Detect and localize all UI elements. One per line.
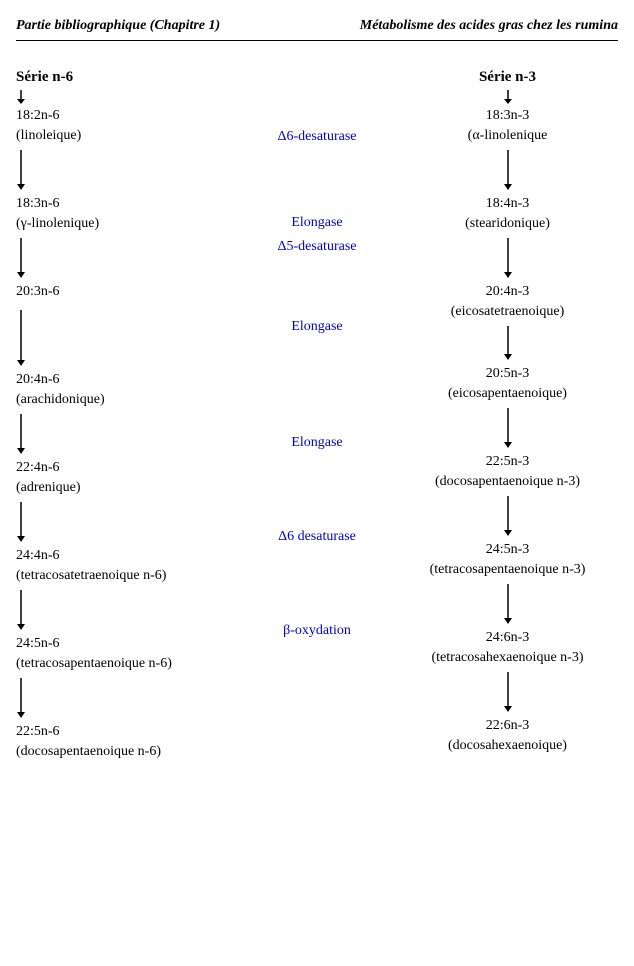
fa-code: 22:6n-3	[486, 718, 530, 734]
fatty-acid-pathway-diagram: Série n-6 18:2n-6 (linoleique) 18:3n-6 (…	[16, 69, 618, 760]
enzyme-label: Elongase	[291, 215, 342, 231]
fa-code: 18:2n-6	[16, 108, 60, 124]
fa-code: 22:4n-6	[16, 460, 60, 476]
fa-code: 20:4n-3	[486, 284, 530, 300]
header-left: Partie bibliographique (Chapitre 1)	[16, 18, 220, 34]
page-header: Partie bibliographique (Chapitre 1) Méta…	[16, 18, 618, 41]
fa-name: (docosapentaenoique n-3)	[435, 474, 580, 490]
column-n3: Série n-3 18:3n-3 (α-linolenique 18:4n-3…	[397, 69, 618, 760]
fa-code: 24:5n-3	[486, 542, 530, 558]
fa-name: (α-linolenique	[468, 128, 548, 144]
fa-code: 20:5n-3	[486, 366, 530, 382]
fa-code: 18:3n-3	[486, 108, 530, 124]
fa-name: (linoleique)	[16, 128, 81, 144]
fa-code: 24:4n-6	[16, 548, 60, 564]
fa-name: (eicosapentaenoique)	[448, 386, 567, 402]
column-n6: Série n-6 18:2n-6 (linoleique) 18:3n-6 (…	[16, 69, 237, 760]
enzyme-label: Elongase	[291, 435, 342, 451]
fa-name: (arachidonique)	[16, 392, 105, 408]
arrow-down-icon	[503, 672, 513, 712]
arrow-down-icon	[503, 150, 513, 190]
series-n6-title: Série n-6	[16, 69, 73, 86]
arrow-down-icon	[503, 496, 513, 536]
arrow-down-icon	[503, 584, 513, 624]
enzyme-label: Elongase	[291, 319, 342, 335]
fa-name: (γ-linolenique)	[16, 216, 99, 232]
arrow-down-icon	[16, 310, 26, 366]
arrow-down-icon	[16, 414, 26, 454]
fa-name: (tetracosatetraenoique n-6)	[16, 568, 166, 584]
fa-name: (adrenique)	[16, 480, 81, 496]
enzyme-label: Δ6 desaturase	[278, 529, 356, 545]
fa-code: 24:5n-6	[16, 636, 60, 652]
fa-name: (tetracosapentaenoique n-6)	[16, 656, 172, 672]
fa-code: 22:5n-6	[16, 724, 60, 740]
column-enzymes: Δ6-desaturase Elongase Δ5-desaturase Elo…	[237, 69, 397, 760]
fa-name: (stearidonique)	[465, 216, 550, 232]
series-n3-title: Série n-3	[479, 69, 536, 86]
arrow-down-icon	[16, 502, 26, 542]
arrow-down-icon	[503, 90, 513, 104]
arrow-down-icon	[16, 90, 26, 104]
arrow-down-icon	[16, 590, 26, 630]
fa-code: 18:4n-3	[486, 196, 530, 212]
arrow-down-icon	[16, 150, 26, 190]
fa-name: (eicosatetraenoique)	[451, 304, 565, 320]
fa-name: (docosahexaenoique)	[448, 738, 567, 754]
fa-code: 22:5n-3	[486, 454, 530, 470]
enzyme-label: Δ6-desaturase	[278, 129, 357, 145]
fa-name: (tetracosapentaenoique n-3)	[430, 562, 586, 578]
header-right: Métabolisme des acides gras chez les rum…	[360, 18, 618, 34]
fa-code: 20:3n-6	[16, 284, 60, 300]
arrow-down-icon	[16, 238, 26, 278]
enzyme-label: Δ5-desaturase	[278, 239, 357, 255]
arrow-down-icon	[503, 238, 513, 278]
fa-code: 20:4n-6	[16, 372, 60, 388]
arrow-down-icon	[503, 326, 513, 360]
arrow-down-icon	[16, 678, 26, 718]
arrow-down-icon	[503, 408, 513, 448]
fa-name: (tetracosahexaenoique n-3)	[432, 650, 584, 666]
enzyme-label: β-oxydation	[283, 623, 351, 639]
fa-name: (docosapentaenoique n-6)	[16, 744, 161, 760]
fa-code: 18:3n-6	[16, 196, 60, 212]
fa-code: 24:6n-3	[486, 630, 530, 646]
